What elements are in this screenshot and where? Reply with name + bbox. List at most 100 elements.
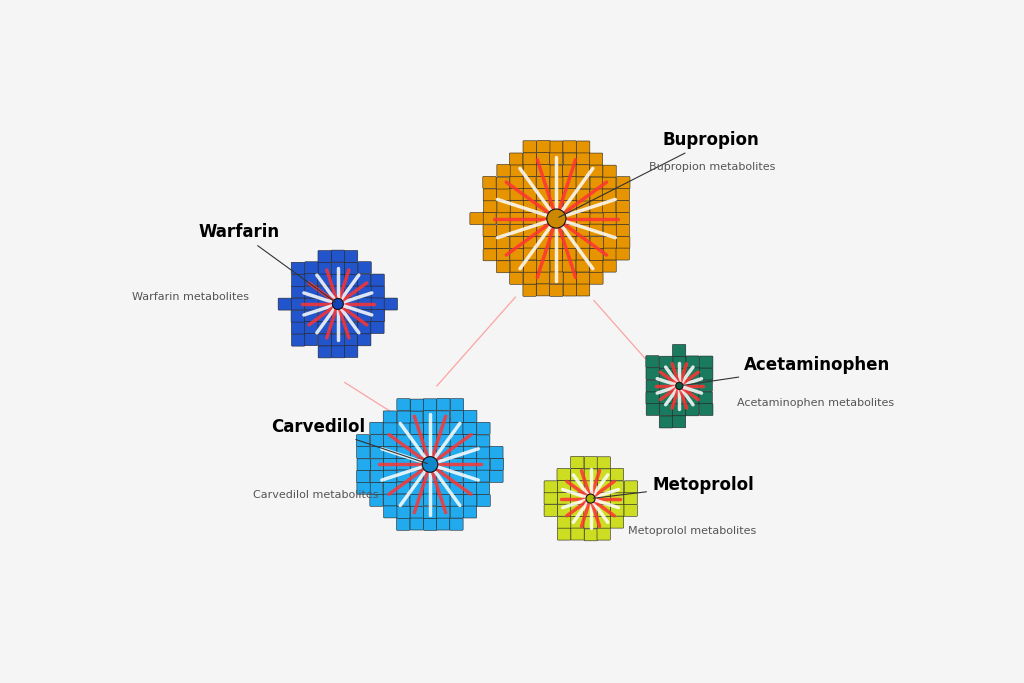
FancyBboxPatch shape xyxy=(673,380,686,392)
FancyBboxPatch shape xyxy=(332,298,345,310)
FancyBboxPatch shape xyxy=(483,225,497,237)
FancyBboxPatch shape xyxy=(463,458,476,471)
FancyBboxPatch shape xyxy=(597,504,610,516)
FancyBboxPatch shape xyxy=(318,334,332,346)
FancyBboxPatch shape xyxy=(423,483,436,494)
FancyBboxPatch shape xyxy=(659,416,673,428)
FancyBboxPatch shape xyxy=(497,212,510,224)
FancyBboxPatch shape xyxy=(411,506,424,518)
FancyBboxPatch shape xyxy=(584,492,597,505)
FancyBboxPatch shape xyxy=(497,177,510,189)
FancyBboxPatch shape xyxy=(305,298,318,310)
FancyBboxPatch shape xyxy=(557,480,570,492)
FancyBboxPatch shape xyxy=(396,506,410,518)
FancyBboxPatch shape xyxy=(557,528,570,540)
Text: Acetaminophen metabolites: Acetaminophen metabolites xyxy=(737,398,895,408)
FancyBboxPatch shape xyxy=(410,446,423,458)
FancyBboxPatch shape xyxy=(590,177,603,189)
FancyBboxPatch shape xyxy=(331,274,344,286)
FancyBboxPatch shape xyxy=(318,251,332,262)
FancyBboxPatch shape xyxy=(510,224,523,236)
FancyBboxPatch shape xyxy=(464,494,477,507)
FancyBboxPatch shape xyxy=(423,470,436,482)
FancyBboxPatch shape xyxy=(598,481,611,492)
FancyBboxPatch shape xyxy=(563,177,577,189)
FancyBboxPatch shape xyxy=(450,423,463,434)
FancyBboxPatch shape xyxy=(603,260,616,272)
FancyBboxPatch shape xyxy=(537,224,550,236)
FancyBboxPatch shape xyxy=(563,201,577,212)
FancyBboxPatch shape xyxy=(370,459,383,471)
Circle shape xyxy=(586,494,595,503)
FancyBboxPatch shape xyxy=(563,225,577,236)
FancyBboxPatch shape xyxy=(383,411,396,423)
FancyBboxPatch shape xyxy=(396,518,410,530)
FancyBboxPatch shape xyxy=(523,141,537,153)
FancyBboxPatch shape xyxy=(483,201,497,212)
FancyBboxPatch shape xyxy=(357,322,371,334)
FancyBboxPatch shape xyxy=(550,177,563,189)
FancyBboxPatch shape xyxy=(570,481,584,492)
FancyBboxPatch shape xyxy=(332,262,345,275)
FancyBboxPatch shape xyxy=(384,434,397,447)
FancyBboxPatch shape xyxy=(577,248,590,260)
Circle shape xyxy=(422,457,438,472)
FancyBboxPatch shape xyxy=(423,507,436,518)
FancyBboxPatch shape xyxy=(424,518,437,531)
FancyBboxPatch shape xyxy=(563,165,577,176)
FancyBboxPatch shape xyxy=(610,469,624,480)
FancyBboxPatch shape xyxy=(616,212,630,225)
FancyBboxPatch shape xyxy=(370,483,383,494)
FancyBboxPatch shape xyxy=(646,380,659,392)
FancyBboxPatch shape xyxy=(383,458,396,470)
Text: Carvedilol: Carvedilol xyxy=(271,418,427,464)
FancyBboxPatch shape xyxy=(423,399,436,410)
FancyBboxPatch shape xyxy=(423,410,436,423)
FancyBboxPatch shape xyxy=(557,504,570,516)
FancyBboxPatch shape xyxy=(616,201,630,212)
FancyBboxPatch shape xyxy=(537,272,550,284)
FancyBboxPatch shape xyxy=(523,212,537,224)
FancyBboxPatch shape xyxy=(318,346,332,358)
FancyBboxPatch shape xyxy=(304,310,317,322)
FancyBboxPatch shape xyxy=(396,494,410,506)
FancyBboxPatch shape xyxy=(344,285,357,298)
FancyBboxPatch shape xyxy=(496,236,509,249)
FancyBboxPatch shape xyxy=(537,141,550,152)
FancyBboxPatch shape xyxy=(523,153,537,165)
FancyBboxPatch shape xyxy=(411,458,424,471)
FancyBboxPatch shape xyxy=(624,492,637,504)
FancyBboxPatch shape xyxy=(410,434,423,447)
FancyBboxPatch shape xyxy=(699,356,713,368)
FancyBboxPatch shape xyxy=(523,237,537,249)
Text: Warfarin: Warfarin xyxy=(199,223,336,303)
FancyBboxPatch shape xyxy=(550,284,563,296)
FancyBboxPatch shape xyxy=(356,471,370,482)
FancyBboxPatch shape xyxy=(357,334,371,346)
Text: Metoprolol metabolites: Metoprolol metabolites xyxy=(628,527,757,536)
FancyBboxPatch shape xyxy=(396,423,410,434)
FancyBboxPatch shape xyxy=(345,309,358,322)
Text: Metoprolol: Metoprolol xyxy=(593,476,754,499)
FancyBboxPatch shape xyxy=(597,492,610,505)
FancyBboxPatch shape xyxy=(483,236,497,249)
FancyBboxPatch shape xyxy=(577,284,590,296)
FancyBboxPatch shape xyxy=(673,404,686,416)
FancyBboxPatch shape xyxy=(686,404,699,416)
FancyBboxPatch shape xyxy=(436,494,450,506)
FancyBboxPatch shape xyxy=(397,399,411,410)
FancyBboxPatch shape xyxy=(590,260,603,273)
FancyBboxPatch shape xyxy=(537,201,550,212)
FancyBboxPatch shape xyxy=(464,471,477,483)
FancyBboxPatch shape xyxy=(673,368,686,380)
FancyBboxPatch shape xyxy=(436,507,450,518)
FancyBboxPatch shape xyxy=(358,298,372,309)
FancyBboxPatch shape xyxy=(497,225,510,236)
FancyBboxPatch shape xyxy=(570,516,584,529)
FancyBboxPatch shape xyxy=(603,165,616,177)
FancyBboxPatch shape xyxy=(451,446,464,458)
FancyBboxPatch shape xyxy=(544,505,557,516)
FancyBboxPatch shape xyxy=(523,273,537,284)
FancyBboxPatch shape xyxy=(577,200,590,212)
FancyBboxPatch shape xyxy=(292,298,305,310)
